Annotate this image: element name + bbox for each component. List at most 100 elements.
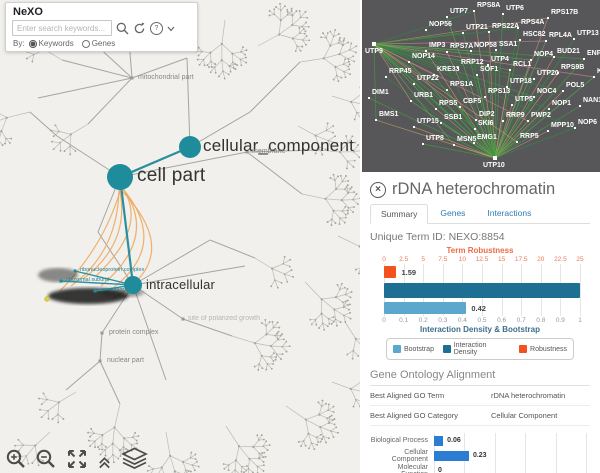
gene-node-label[interactable]: RPL4A: [549, 32, 572, 39]
gene-node-label[interactable]: HSC82: [523, 31, 546, 38]
gene-node[interactable]: [544, 39, 548, 43]
gene-node-label[interactable]: PWP2: [531, 112, 551, 119]
gene-node-label[interactable]: UTP21: [466, 24, 488, 31]
gene-node[interactable]: [452, 143, 456, 147]
gene-node-label[interactable]: NOP14: [412, 53, 435, 60]
gene-node[interactable]: [508, 68, 512, 72]
search-icon[interactable]: [116, 22, 129, 35]
gene-node-label[interactable]: UTP15: [417, 118, 439, 125]
gene-node-label[interactable]: MSN5: [457, 136, 477, 143]
gene-node[interactable]: [578, 104, 582, 108]
gene-node[interactable]: [474, 118, 478, 122]
close-icon[interactable]: ×: [370, 181, 386, 198]
collapse-icon[interactable]: [97, 455, 112, 470]
gene-node[interactable]: [412, 125, 416, 129]
gene-node[interactable]: [518, 38, 522, 42]
gene-node[interactable]: [407, 60, 411, 64]
gene-node-label[interactable]: RPS8A: [477, 2, 501, 9]
interaction-network-panel[interactable]: UTP9 UTP7 RPS8A UTP6 RPS17B NOP56 UTP21 RPS22A R…: [360, 0, 600, 172]
gene-node[interactable]: [510, 103, 514, 107]
gene-node[interactable]: [445, 88, 449, 92]
gene-node-label[interactable]: RRP12: [461, 59, 484, 66]
gene-node-label[interactable]: UTP4: [491, 56, 509, 63]
gene-node[interactable]: [434, 107, 438, 111]
gene-node[interactable]: [487, 30, 491, 34]
gene-node-label[interactable]: RPS17B: [551, 9, 579, 16]
gene-node-label[interactable]: UTP5: [515, 96, 533, 103]
gene-node-label[interactable]: UTP8: [426, 135, 444, 142]
gene-node[interactable]: [573, 126, 577, 130]
gene-node[interactable]: [501, 119, 505, 123]
gene-node-label[interactable]: POL5: [566, 82, 585, 89]
radio-genes[interactable]: [81, 39, 90, 48]
tab-genes[interactable]: Genes: [440, 208, 466, 218]
help-icon[interactable]: ?: [150, 22, 163, 35]
gene-node[interactable]: [367, 96, 371, 100]
gene-node-label[interactable]: UTP18: [510, 78, 532, 85]
gene-node-label[interactable]: SKI6: [478, 120, 494, 127]
gene-node-label[interactable]: KRE33: [437, 66, 460, 73]
gene-node-label[interactable]: RRP45: [389, 68, 412, 75]
gene-node[interactable]: [461, 31, 465, 35]
gene-node[interactable]: [424, 49, 428, 53]
gene-node-label[interactable]: SOF1: [480, 66, 499, 73]
gene-node[interactable]: [582, 57, 586, 61]
gene-node-label[interactable]: UTP13: [577, 30, 599, 37]
gene-node[interactable]: [412, 82, 416, 86]
gene-node-label[interactable]: URB1: [414, 92, 434, 99]
gene-node-label[interactable]: DIM1: [372, 89, 389, 96]
gene-node-label[interactable]: RCL1: [513, 61, 532, 68]
gene-node-label[interactable]: UTP9: [365, 48, 383, 55]
gene-node[interactable]: [458, 105, 462, 109]
gene-node[interactable]: [469, 49, 473, 53]
gene-node-label[interactable]: KRR1: [597, 68, 600, 75]
gene-node-label[interactable]: UTP20: [537, 70, 559, 77]
gene-node[interactable]: [572, 37, 576, 41]
gene-node-label[interactable]: NOP58: [474, 42, 497, 49]
gene-node-label[interactable]: UTP7: [450, 8, 468, 15]
gene-node[interactable]: [473, 127, 477, 131]
gene-node[interactable]: [374, 118, 378, 122]
gene-node[interactable]: [472, 9, 476, 13]
gene-node[interactable]: [547, 107, 551, 111]
gene-node-label[interactable]: ENP1: [587, 50, 600, 57]
gene-node-label[interactable]: EMG1: [477, 134, 497, 141]
search-by-genes-radio[interactable]: Genes: [81, 39, 115, 48]
gene-node-label[interactable]: UTP6: [506, 5, 524, 12]
gene-node[interactable]: [532, 77, 536, 81]
gene-node-label[interactable]: MPP10: [551, 122, 574, 129]
gene-node-label[interactable]: NOP4: [534, 51, 554, 58]
gene-node-label[interactable]: RPS13: [488, 88, 511, 95]
gene-node[interactable]: [424, 28, 428, 32]
search-input[interactable]: [12, 20, 112, 36]
gene-node-label[interactable]: NAN1: [583, 97, 600, 104]
gene-node[interactable]: [384, 75, 388, 79]
radio-keywords[interactable]: [28, 39, 37, 48]
gene-node-label[interactable]: RPS9B: [561, 64, 585, 71]
gene-node-label[interactable]: RPS1A: [450, 81, 474, 88]
chevron-down-icon[interactable]: [167, 26, 175, 32]
tab-summary[interactable]: Summary: [370, 204, 429, 224]
gene-node-label[interactable]: UTP10: [483, 162, 505, 169]
gene-node[interactable]: [529, 58, 533, 62]
gene-node[interactable]: [486, 63, 490, 67]
gene-node[interactable]: [546, 129, 550, 133]
gene-node[interactable]: [372, 42, 376, 46]
gene-node-label[interactable]: RPS5: [439, 100, 458, 107]
gene-node-label[interactable]: DIP2: [479, 111, 495, 118]
zoom-out-icon[interactable]: [36, 449, 57, 470]
gene-node[interactable]: [472, 141, 476, 145]
gene-node[interactable]: [475, 73, 479, 77]
tab-interactions[interactable]: Interactions: [487, 208, 532, 218]
gene-node-label[interactable]: NOP6: [578, 119, 598, 126]
gene-node[interactable]: [592, 75, 596, 79]
gene-node[interactable]: [546, 16, 550, 20]
gene-node[interactable]: [556, 71, 560, 75]
fit-view-icon[interactable]: [66, 448, 88, 470]
gene-node[interactable]: [515, 140, 519, 144]
gene-node-label[interactable]: IMP3: [429, 42, 446, 49]
gene-node-label[interactable]: UTP22: [417, 75, 439, 82]
gene-node[interactable]: [552, 55, 556, 59]
reset-search-icon[interactable]: [133, 22, 146, 35]
gene-node-label[interactable]: RRP5: [520, 133, 539, 140]
